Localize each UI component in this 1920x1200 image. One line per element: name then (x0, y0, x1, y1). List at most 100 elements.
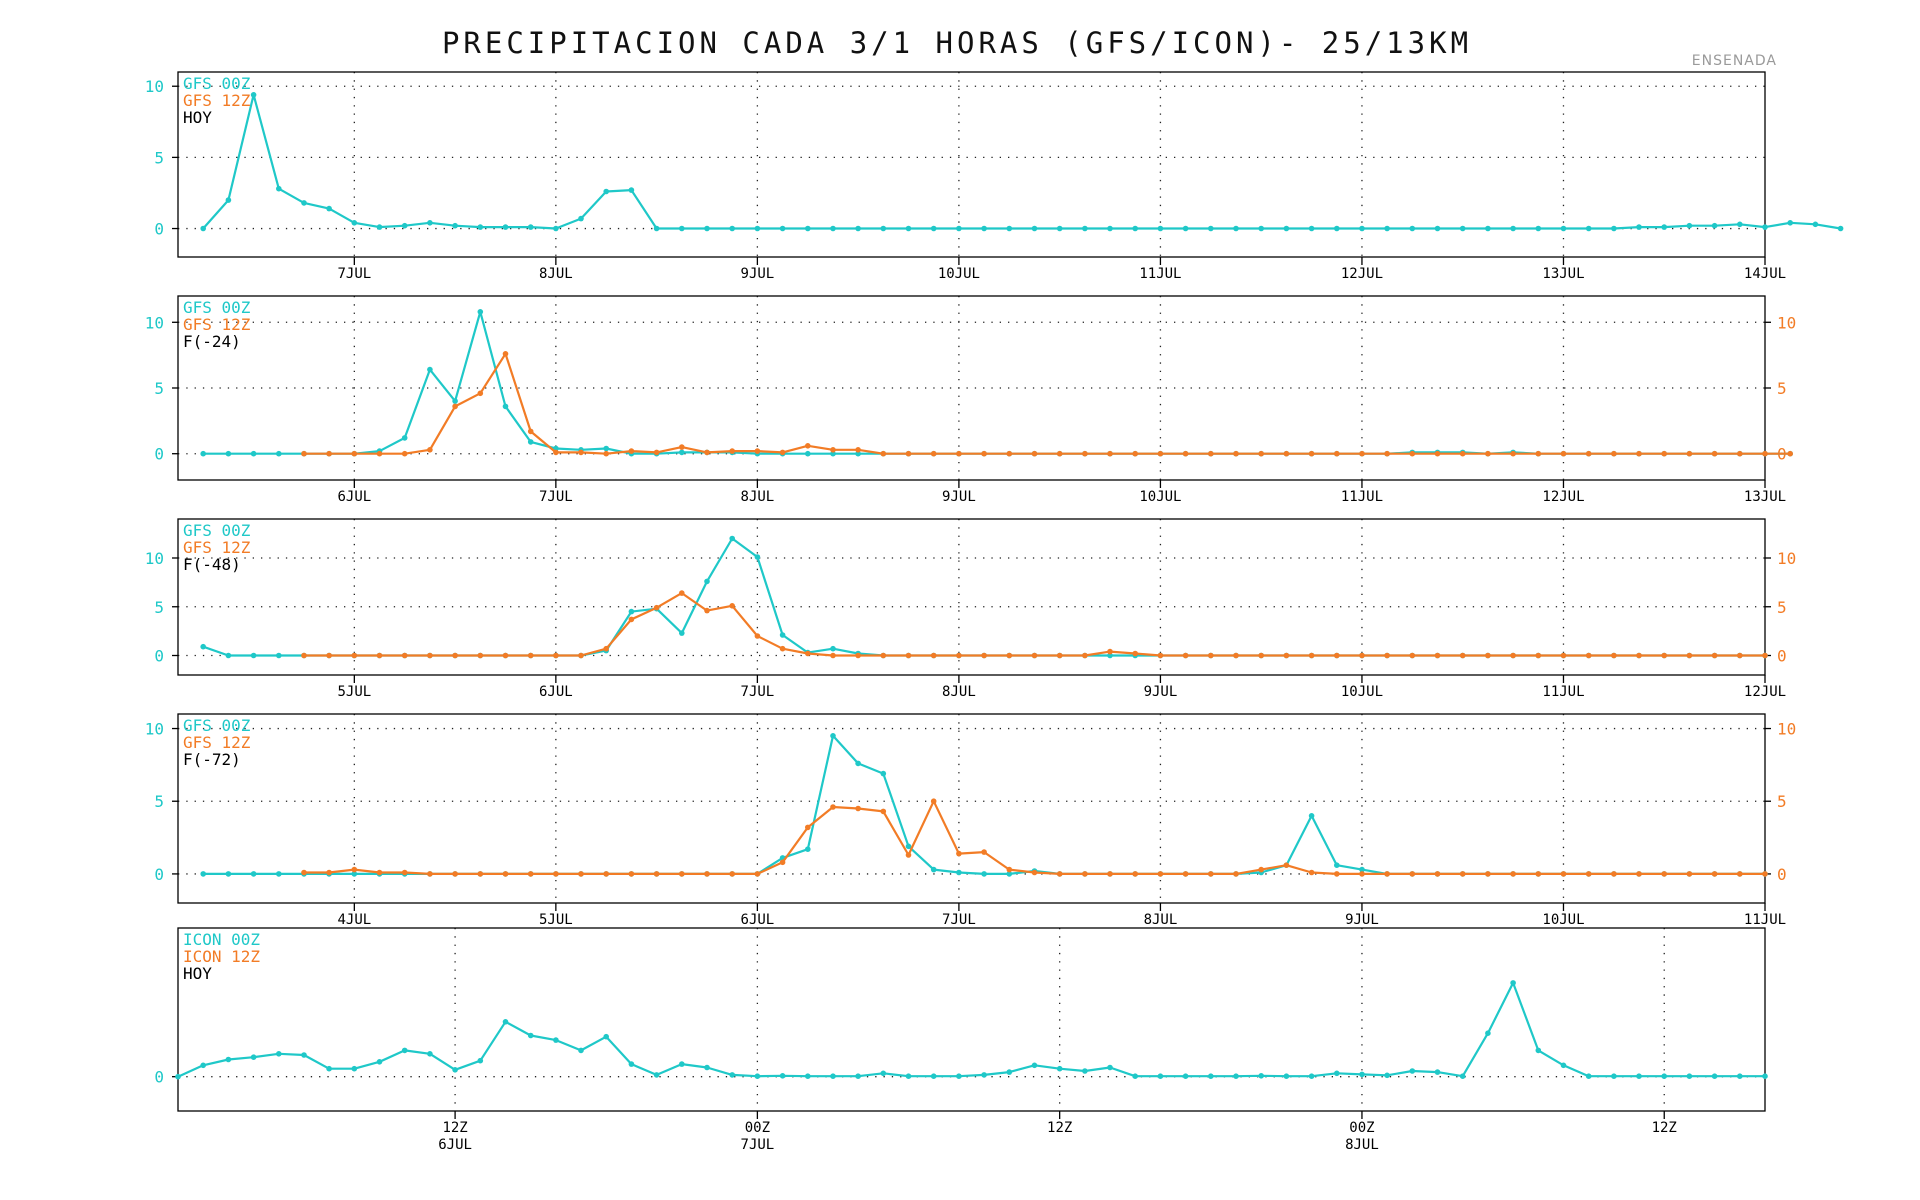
data-point (1434, 652, 1441, 659)
data-point (729, 448, 735, 454)
legend-entry: GFS 12Z (183, 538, 251, 557)
data-point (905, 225, 912, 232)
data-point (301, 652, 307, 659)
data-point (225, 450, 232, 457)
data-point (1510, 450, 1516, 457)
data-point (1359, 450, 1365, 457)
legend-entry: F(-72) (183, 750, 241, 769)
data-point (553, 449, 559, 456)
data-point (729, 871, 735, 877)
data-point (805, 846, 811, 852)
data-point (956, 869, 962, 876)
data-point (477, 1057, 484, 1064)
y-tick-label-left: 0 (154, 1068, 164, 1087)
data-point (1208, 871, 1214, 877)
data-point (704, 449, 710, 456)
data-point (1686, 222, 1693, 229)
data-point (1611, 1073, 1617, 1079)
y-tick-label-left: 10 (145, 77, 164, 96)
data-point (1409, 652, 1416, 659)
data-point (754, 633, 761, 639)
data-point (679, 630, 685, 636)
data-point (981, 1072, 987, 1078)
data-point (1434, 871, 1441, 877)
x-tick-label: 7JUL (539, 489, 573, 505)
data-point (1560, 652, 1567, 659)
legend-entry: GFS 00Z (183, 521, 251, 540)
data-point (502, 1019, 509, 1025)
data-point (250, 92, 257, 98)
data-point (326, 1065, 332, 1072)
data-point (1585, 1073, 1592, 1079)
data-point (729, 535, 735, 542)
data-point (1359, 1071, 1365, 1078)
data-point (401, 222, 408, 229)
data-point (1031, 652, 1038, 659)
data-point (1585, 652, 1592, 659)
x-tick-label: 9JUL (942, 489, 976, 505)
data-point (830, 225, 836, 232)
data-point (754, 225, 761, 232)
data-point (1459, 450, 1466, 457)
data-point (628, 608, 635, 615)
legend-entry: ICON 00Z (183, 930, 260, 949)
x-tick-label: 10JUL (1341, 684, 1383, 700)
y-tick-label-left: 0 (154, 865, 164, 884)
data-point (502, 403, 509, 410)
data-point (1384, 652, 1390, 659)
x-tick-label: 6JUL (337, 489, 371, 505)
data-point (981, 225, 987, 232)
data-point (553, 652, 559, 659)
data-point (1031, 1062, 1038, 1069)
data-point (1308, 813, 1315, 819)
data-point (301, 450, 307, 457)
data-point (830, 447, 836, 453)
data-point (1258, 652, 1264, 659)
data-point (452, 1067, 458, 1073)
data-point (1233, 652, 1239, 659)
data-point (452, 398, 458, 404)
x-tick-label: 9JUL (1144, 684, 1178, 700)
data-point (1711, 652, 1718, 659)
data-point (1510, 980, 1516, 986)
data-point (1762, 871, 1768, 877)
data-point (225, 1056, 232, 1063)
data-point (880, 1070, 887, 1077)
data-point (1384, 450, 1390, 457)
data-point (225, 197, 232, 203)
data-point (805, 650, 811, 657)
data-point (578, 1047, 584, 1054)
data-point (1107, 1064, 1113, 1071)
data-point (1560, 871, 1567, 877)
data-point (1233, 871, 1239, 877)
data-point (1182, 225, 1189, 232)
data-point (1056, 652, 1063, 659)
data-point (376, 869, 383, 876)
data-point (477, 390, 484, 397)
data-point (628, 616, 635, 623)
data-point (779, 225, 786, 232)
x-tick-label: 10JUL (1542, 912, 1584, 928)
legend-entry: HOY (183, 964, 212, 983)
series-line (304, 800, 1765, 876)
data-point (401, 652, 408, 659)
data-point (653, 449, 660, 456)
data-point (1006, 225, 1013, 232)
data-point (855, 760, 861, 767)
data-point (1711, 450, 1718, 457)
data-point (880, 808, 887, 815)
data-point (553, 1037, 559, 1043)
data-point (1459, 652, 1466, 659)
data-point (1384, 871, 1390, 877)
data-point (956, 1073, 962, 1079)
data-point (930, 225, 937, 232)
data-point (477, 652, 484, 659)
y-tick-label-left: 5 (154, 792, 164, 811)
data-point (1334, 871, 1340, 877)
data-point (1308, 225, 1315, 232)
data-point (805, 225, 811, 232)
data-point (1661, 652, 1667, 659)
data-point (603, 188, 609, 195)
data-point (276, 450, 282, 457)
